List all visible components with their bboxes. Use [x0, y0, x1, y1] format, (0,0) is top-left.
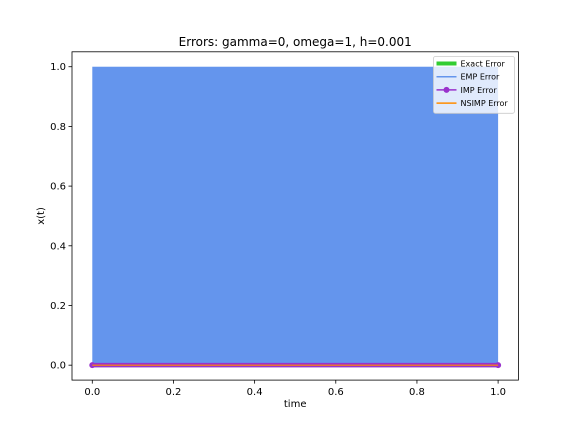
- x-tick-label: 0.2: [166, 387, 182, 398]
- y-axis-label: x(t): [36, 207, 47, 225]
- legend-entry: IMP Error: [461, 86, 498, 95]
- x-tick-label: 0.6: [328, 387, 344, 398]
- chart-title: Errors: gamma=0, omega=1, h=0.001: [179, 35, 412, 49]
- y-tick-label: 0.0: [50, 361, 66, 372]
- legend-entry: NSIMP Error: [461, 99, 509, 108]
- x-tick-label: 0.8: [409, 387, 425, 398]
- legend-entry: Exact Error: [461, 60, 506, 69]
- axis-ticks: 0.0 0.2 0.4 0.6 0.8 1.0 0.0 0.2 0.4 0.6 0.8 1.0: [50, 62, 506, 398]
- x-tick-label: 1.0: [490, 387, 506, 398]
- y-tick-label: 0.4: [50, 241, 66, 252]
- series-emp-error: [92, 66, 499, 366]
- y-tick-label: 1.0: [50, 62, 66, 73]
- axes-frame: [71, 51, 519, 381]
- plot-area: [89, 66, 502, 369]
- x-axis-label: time: [284, 399, 307, 410]
- legend: Exact Error EMP Error IMP Error NSIMP Error: [433, 56, 515, 114]
- legend-box: [433, 56, 515, 114]
- x-tick-label: 0.4: [247, 387, 263, 398]
- x-tick-label: 0.0: [84, 387, 100, 398]
- legend-marker: [443, 86, 450, 93]
- y-tick-label: 0.2: [50, 301, 66, 312]
- y-tick-label: 0.8: [50, 122, 66, 133]
- legend-entry: EMP Error: [461, 73, 501, 82]
- y-tick-label: 0.6: [50, 182, 66, 193]
